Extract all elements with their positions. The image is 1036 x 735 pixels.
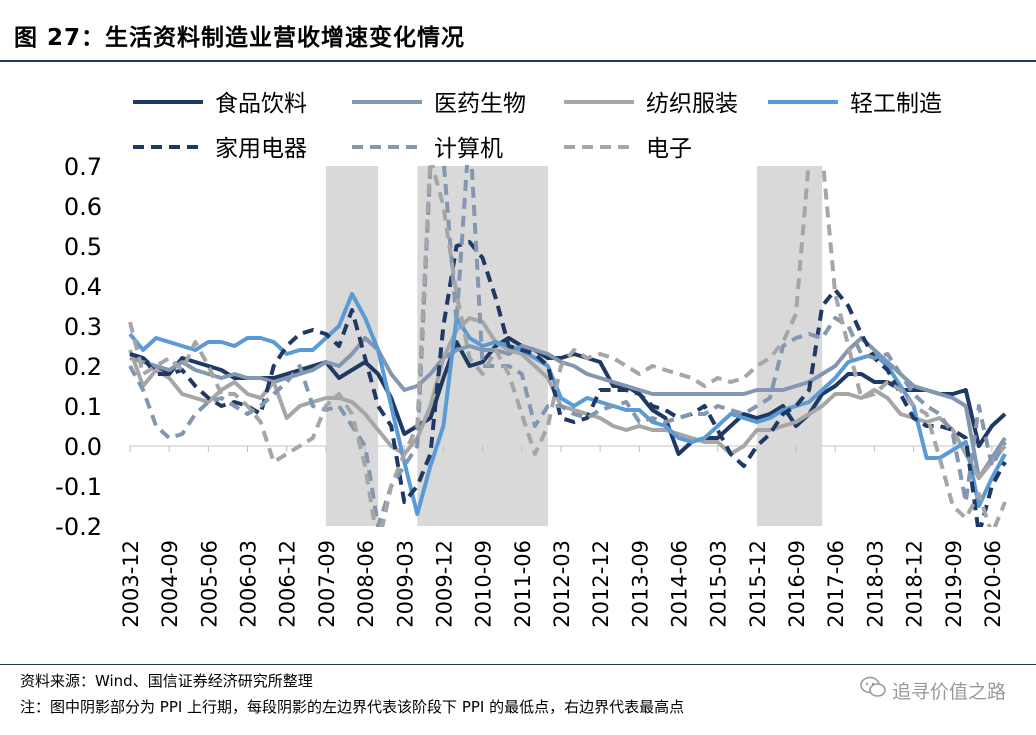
y-tick-label: -0.2 [55,513,102,541]
series-line-6 [128,165,1007,527]
source-note: 资料来源：Wind、国信证券经济研究所整理 [20,672,313,690]
x-tick-label: 2013-09 [628,540,652,628]
x-tick-label: 2016-09 [785,540,809,628]
bottom-divider [0,664,1036,665]
x-tick-label: 2009-12 [432,540,456,628]
series-line-2 [129,336,1007,480]
x-tick-label: 2020-06 [981,540,1005,628]
shade-band-3 [756,166,823,526]
legend-label-2: 医药生物 [434,91,526,117]
legend-label-1: 食品饮料 [215,91,307,117]
y-tick-label: -0.1 [55,473,102,501]
x-tick-label: 2011-06 [511,540,535,628]
legend-label-5: 家用电器 [215,136,307,162]
x-tick-label: 2012-03 [550,540,574,628]
wechat-icon [860,676,886,703]
chart-title: 图 27：生活资料制造业营收增速变化情况 [14,25,466,51]
x-tick-label: 2012-12 [589,540,613,628]
series-line-4 [128,292,1007,516]
x-tick-label: 2019-09 [942,540,966,628]
series-line-3 [128,316,1007,480]
x-tick-label: 2010-09 [472,540,496,628]
y-tick-labels: 0.7 0.6 0.5 0.4 0.3 0.2 0.1 0.0 -0.1 -0.2 [55,153,102,541]
y-tick-label: 0.4 [64,273,102,301]
legend-label-7: 电子 [646,136,692,162]
y-tick-label: 0.0 [64,433,102,461]
x-tick-label: 2007-09 [315,540,339,628]
y-tick-label: 0.5 [64,233,102,261]
series-lines [128,165,1007,527]
y-tick-label: 0.6 [64,193,102,221]
legend-label-4: 轻工制造 [850,91,942,117]
x-tick-label: 2006-03 [237,540,261,628]
axes [129,445,1005,452]
legend-label-3: 纺织服装 [646,91,738,117]
x-tick-label: 2015-12 [746,540,770,628]
watermark-text: 追寻价值之路 [891,681,1006,703]
x-tick-label: 2004-09 [158,540,182,628]
x-tick-labels: 2003-12 2004-09 2005-06 2006-03 2006-12 2007-… [119,540,1005,628]
y-tick-label: 0.1 [64,393,102,421]
shading-note: 注：图中阴影部分为 PPI 上行期，每段阴影的左边界代表该阶段下 PPI 的最低… [20,698,685,716]
y-tick-label: 0.3 [64,313,102,341]
x-tick-label: 2006-12 [276,540,300,628]
x-tick-label: 2005-06 [197,540,221,628]
watermark: 追寻价值之路 [860,676,1006,704]
x-tick-label: 2014-06 [668,540,692,628]
y-tick-label: 0.7 [64,153,102,181]
series-line-5 [129,240,1007,527]
x-tick-label: 2018-12 [903,540,927,628]
legend-label-6: 计算机 [434,136,503,162]
x-tick-label: 2015-03 [707,540,731,628]
x-tick-label: 2003-12 [119,540,143,628]
top-divider [0,60,1036,62]
y-tick-label: 0.2 [64,353,102,381]
shade-band-1 [325,166,379,526]
x-tick-label: 2009-03 [393,540,417,628]
series-line-7 [128,165,1007,527]
x-tick-label: 2017-06 [824,540,848,628]
x-tick-label: 2008-06 [354,540,378,628]
x-tick-label: 2018-03 [863,540,887,628]
